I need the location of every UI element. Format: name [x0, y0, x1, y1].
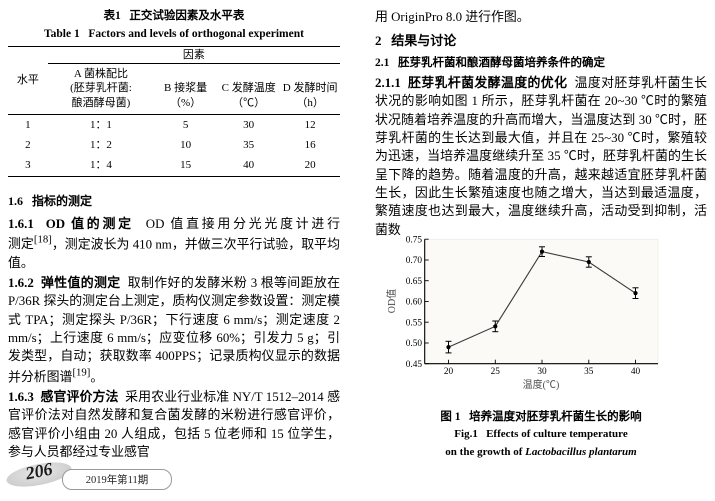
svg-text:35: 35 — [584, 367, 594, 377]
svg-text:温度(℃): 温度(℃) — [523, 378, 560, 391]
svg-text:0.55: 0.55 — [406, 318, 423, 328]
svg-text:0.60: 0.60 — [406, 298, 423, 308]
svg-text:0.45: 0.45 — [406, 360, 423, 370]
svg-text:0.65: 0.65 — [406, 277, 423, 287]
svg-text:0.70: 0.70 — [406, 256, 423, 266]
svg-text:25: 25 — [491, 367, 501, 377]
svg-text:30: 30 — [537, 367, 547, 377]
svg-text:0.50: 0.50 — [406, 339, 423, 349]
svg-text:OD值: OD值 — [385, 289, 398, 313]
svg-text:0.75: 0.75 — [406, 235, 423, 245]
svg-text:20: 20 — [444, 367, 454, 377]
svg-text:40: 40 — [631, 367, 641, 377]
